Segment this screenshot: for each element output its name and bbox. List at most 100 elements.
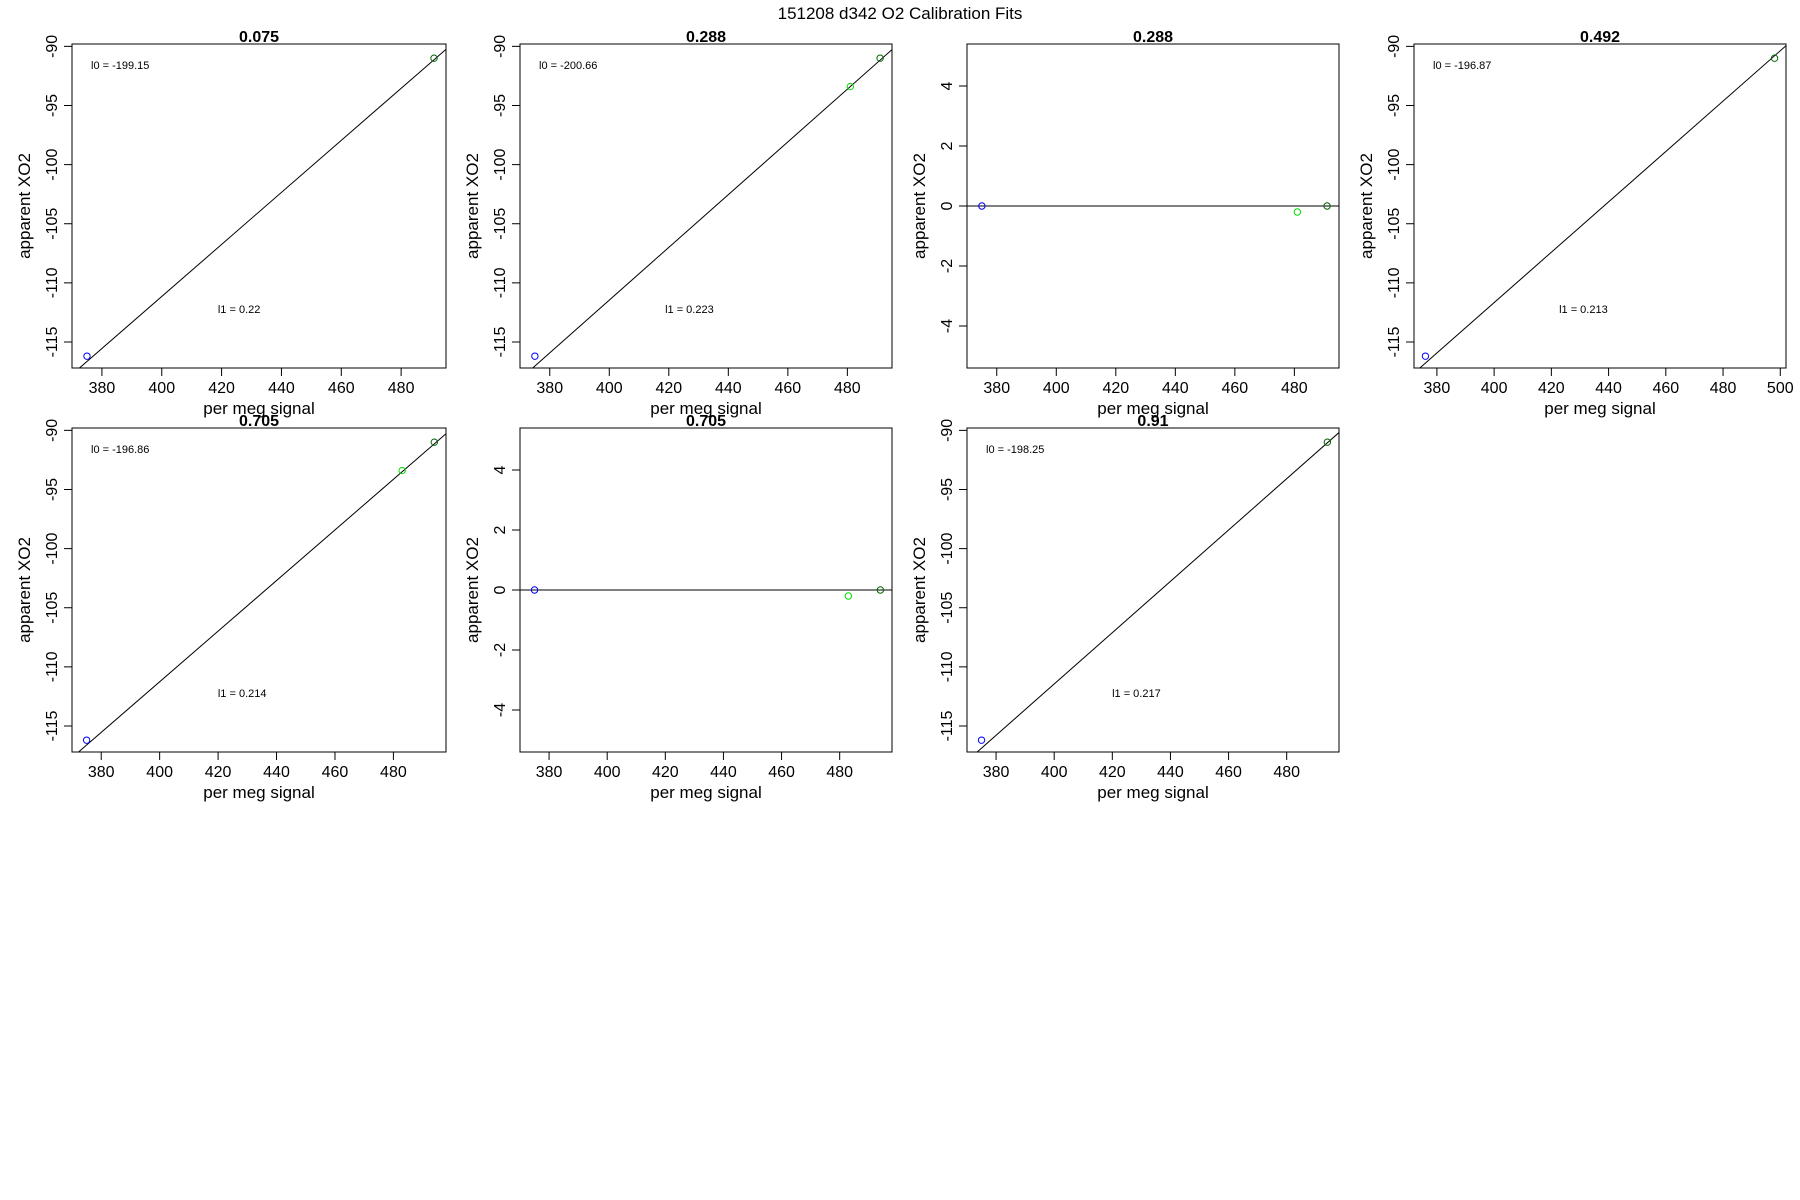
plot-frame — [71, 427, 447, 753]
intercept-annotation: l0 = -200.66 — [539, 60, 597, 72]
x-tick-label: 440 — [710, 764, 737, 781]
y-axis-label: apparent XO2 — [910, 153, 929, 259]
y-tick-label: -90 — [939, 419, 956, 442]
x-axis-label: per meg signal — [203, 783, 315, 802]
x-tick-label: 500 — [1767, 380, 1794, 397]
fit-line — [531, 49, 892, 368]
data-point — [430, 54, 438, 62]
x-tick-label: 380 — [983, 764, 1010, 781]
x-tick-label: 380 — [983, 380, 1010, 397]
x-tick-label: 440 — [715, 380, 742, 397]
y-axis-label: apparent XO2 — [463, 537, 482, 643]
data-point — [1323, 438, 1332, 446]
panel-title: 0.288 — [686, 29, 726, 46]
y-tick-label: -110 — [939, 651, 956, 682]
slope-annotation: l1 = 0.223 — [665, 304, 714, 316]
data-point — [83, 352, 91, 360]
x-tick-label: 480 — [1710, 380, 1737, 397]
y-tick-label: 0 — [492, 585, 509, 594]
slope-annotation: l1 = 0.217 — [1112, 688, 1161, 700]
y-tick-label: -4 — [939, 319, 956, 333]
fit-line — [1419, 45, 1786, 368]
x-tick-label: 400 — [594, 764, 621, 781]
x-tick-label: 420 — [1538, 380, 1565, 397]
data-point — [1293, 208, 1302, 216]
x-tick-label: 400 — [146, 764, 173, 781]
y-axis-label: apparent XO2 — [15, 537, 34, 643]
panel-title: 0.705 — [686, 413, 726, 430]
y-tick-label: -2 — [939, 259, 956, 273]
y-axis-label: apparent XO2 — [1357, 153, 1376, 259]
fit-line — [78, 48, 446, 368]
y-tick-label: 4 — [492, 465, 509, 474]
data-point — [846, 82, 855, 91]
x-tick-label: 380 — [88, 764, 115, 781]
intercept-annotation: l0 = -199.15 — [91, 60, 149, 72]
x-tick-label: 440 — [1162, 380, 1189, 397]
x-tick-label: 420 — [208, 380, 235, 397]
x-tick-label: 460 — [322, 764, 349, 781]
data-point — [530, 586, 539, 594]
data-point — [82, 736, 91, 744]
y-tick-label: -100 — [44, 149, 61, 181]
plot-frame — [519, 43, 893, 369]
y-tick-label: -115 — [492, 326, 509, 357]
x-tick-label: 460 — [1215, 764, 1242, 781]
x-tick-label: 380 — [89, 380, 116, 397]
panel-title: 0.075 — [239, 29, 279, 46]
y-tick-label: -95 — [939, 478, 956, 501]
x-tick-label: 400 — [1043, 380, 1070, 397]
chart-panel: 0.288 380 400 420 440 460 480 per meg signal -90… — [463, 29, 893, 418]
y-axis-label: apparent XO2 — [15, 153, 34, 259]
y-tick-label: -110 — [44, 651, 61, 682]
x-tick-label: 440 — [268, 380, 295, 397]
y-axis-label: apparent XO2 — [463, 153, 482, 259]
y-axis-label: apparent XO2 — [910, 537, 929, 643]
intercept-annotation: l0 = -196.86 — [91, 444, 149, 456]
x-tick-label: 460 — [328, 380, 355, 397]
y-tick-label: -115 — [1386, 326, 1403, 357]
y-tick-label: 2 — [492, 525, 509, 534]
plot-frame — [966, 427, 1340, 753]
x-tick-label: 420 — [1102, 380, 1129, 397]
data-point — [1770, 54, 1779, 62]
y-tick-label: -90 — [44, 419, 61, 442]
x-tick-label: 380 — [1424, 380, 1451, 397]
x-tick-label: 460 — [1221, 380, 1248, 397]
chart-panel: 0.705 380 400 420 440 460 480 per meg signal -90… — [15, 413, 447, 802]
data-point — [876, 586, 885, 594]
x-tick-label: 380 — [536, 380, 563, 397]
x-tick-label: 440 — [1595, 380, 1622, 397]
panel-title: 0.705 — [239, 413, 279, 430]
x-axis-label: per meg signal — [1544, 399, 1656, 418]
x-tick-label: 480 — [1281, 380, 1308, 397]
panel-title: 0.492 — [1580, 29, 1620, 46]
y-tick-label: -2 — [492, 643, 509, 657]
y-tick-label: -105 — [1386, 208, 1403, 240]
data-point — [531, 352, 539, 360]
x-tick-label: 420 — [1099, 764, 1126, 781]
x-tick-label: 480 — [388, 380, 415, 397]
x-tick-label: 380 — [536, 764, 563, 781]
intercept-annotation: l0 = -196.87 — [1433, 60, 1491, 72]
x-tick-label: 460 — [768, 764, 795, 781]
y-tick-label: -100 — [939, 533, 956, 565]
y-tick-label: -110 — [492, 267, 509, 298]
y-tick-label: -105 — [492, 208, 509, 240]
y-tick-label: -95 — [44, 478, 61, 501]
data-point — [876, 54, 884, 62]
y-tick-label: -95 — [1386, 94, 1403, 117]
data-point — [978, 202, 986, 210]
y-tick-label: -4 — [492, 703, 509, 717]
data-point — [977, 736, 986, 744]
x-axis-label: per meg signal — [1097, 783, 1209, 802]
fit-line — [976, 432, 1339, 752]
y-tick-label: 4 — [939, 81, 956, 90]
intercept-annotation: l0 = -198.25 — [986, 444, 1044, 456]
y-tick-label: -90 — [1386, 35, 1403, 58]
x-tick-label: 420 — [652, 764, 679, 781]
x-axis-label: per meg signal — [203, 399, 315, 418]
y-tick-label: 2 — [939, 141, 956, 150]
y-tick-label: -105 — [939, 592, 956, 624]
